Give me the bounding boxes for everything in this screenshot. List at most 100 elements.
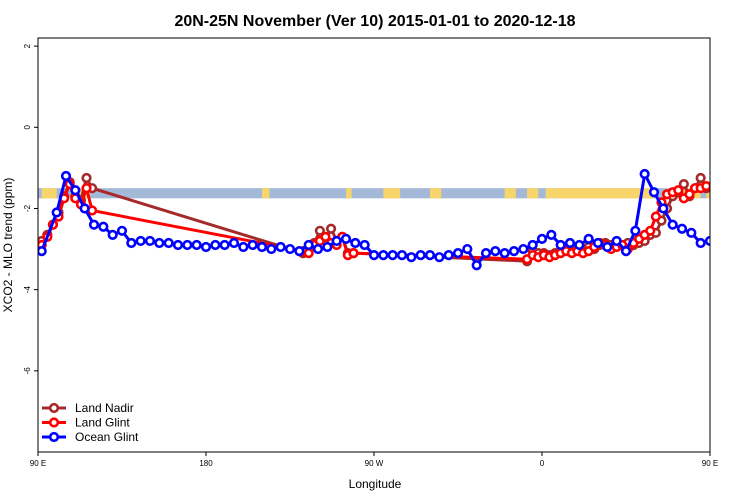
data-point-ocean-glint — [275, 241, 286, 253]
x-tick-label: 180 — [199, 459, 213, 468]
data-point-ocean-glint — [247, 239, 258, 251]
map-land — [383, 188, 401, 199]
map-land — [504, 188, 516, 199]
data-point-ocean-glint — [135, 235, 146, 247]
data-point-ocean-glint — [107, 229, 118, 240]
data-point-land-nadir — [81, 172, 92, 184]
data-point-ocean-glint — [200, 241, 212, 253]
data-point-ocean-glint — [406, 252, 417, 263]
data-point-ocean-glint — [443, 250, 454, 261]
data-point-ocean-glint — [434, 252, 445, 263]
data-point-ocean-glint — [536, 233, 548, 245]
y-tick-label: 2 — [23, 43, 32, 48]
y-tick-label: -6 — [23, 367, 32, 375]
data-point-ocean-glint — [462, 243, 473, 255]
legend-swatch-marker — [48, 402, 60, 414]
map-land — [545, 188, 654, 199]
data-point-ocean-glint — [340, 233, 352, 245]
data-point-ocean-glint — [191, 239, 202, 251]
data-point-ocean-glint — [70, 185, 81, 196]
data-point-land-glint — [645, 225, 656, 236]
data-point-ocean-glint — [611, 235, 622, 247]
map-land — [430, 188, 442, 199]
data-point-ocean-glint — [499, 248, 510, 259]
data-point-ocean-glint — [182, 239, 193, 251]
data-point-land-glint — [650, 211, 661, 222]
data-point-ocean-glint — [415, 250, 426, 261]
data-point-land-nadir — [695, 172, 706, 184]
data-point-ocean-glint — [98, 221, 109, 232]
y-axis-label: XCO2 - MLO trend (ppm) — [1, 178, 15, 313]
x-tick-label: 0 — [540, 459, 545, 468]
data-point-ocean-glint — [574, 239, 585, 251]
data-point-ocean-glint — [639, 168, 650, 180]
data-point-ocean-glint — [219, 239, 230, 251]
data-point-ocean-glint — [527, 239, 538, 251]
data-point-ocean-glint — [144, 235, 156, 247]
data-point-ocean-glint — [695, 237, 706, 249]
map-land — [706, 188, 710, 199]
legend-item-ocean-glint: Ocean Glint — [42, 430, 139, 444]
data-point-ocean-glint — [508, 245, 520, 257]
map-land — [527, 188, 539, 199]
map-land — [346, 188, 352, 199]
data-point-ocean-glint — [266, 243, 277, 255]
data-point-ocean-glint — [630, 225, 641, 236]
data-point-land-glint — [81, 183, 92, 194]
data-point-ocean-glint — [716, 241, 724, 249]
data-point-ocean-glint — [322, 241, 333, 253]
data-point-land-glint — [684, 189, 695, 200]
data-point-ocean-glint — [228, 237, 240, 249]
data-point-ocean-glint — [163, 237, 174, 249]
data-point-ocean-glint — [658, 203, 669, 214]
data-point-ocean-glint — [350, 237, 361, 249]
chart-title: 20N-25N November (Ver 10) 2015-01-01 to … — [174, 13, 575, 30]
data-point-ocean-glint — [126, 237, 137, 249]
series-layer — [38, 168, 724, 271]
data-point-ocean-glint — [583, 233, 594, 245]
series-ocean-glint — [38, 168, 724, 271]
data-point-land-glint — [303, 248, 314, 259]
data-point-ocean-glint — [471, 260, 482, 271]
data-point-ocean-glint — [387, 250, 398, 261]
data-point-ocean-glint — [490, 245, 501, 257]
data-point-ocean-glint — [518, 243, 529, 255]
x-tick-label: 90 E — [702, 459, 718, 468]
data-point-ocean-glint — [210, 239, 221, 251]
legend-item-land-nadir: Land Nadir — [42, 401, 134, 415]
data-point-ocean-glint — [238, 241, 249, 253]
y-axis: 2 0 -2 -4 -6 — [23, 43, 38, 374]
data-point-ocean-glint — [424, 250, 436, 261]
data-point-ocean-glint — [284, 243, 296, 255]
data-point-ocean-glint — [676, 223, 688, 234]
x-tick-label: 90 E — [30, 459, 46, 468]
data-point-land-nadir — [678, 179, 689, 190]
data-point-ocean-glint — [294, 245, 305, 257]
data-point-ocean-glint — [172, 239, 184, 251]
y-tick-label: -2 — [23, 204, 32, 212]
data-point-ocean-glint — [368, 250, 380, 261]
data-point-ocean-glint — [256, 241, 268, 253]
data-point-ocean-glint — [60, 170, 72, 182]
data-point-ocean-glint — [602, 241, 613, 253]
data-point-ocean-glint — [303, 239, 314, 251]
data-point-land-nadir — [325, 223, 337, 234]
data-point-ocean-glint — [51, 207, 62, 218]
legend-item-land-glint: Land Glint — [42, 416, 130, 430]
data-point-ocean-glint — [88, 219, 100, 230]
legend-label: Land Glint — [75, 416, 130, 430]
legend-label: Land Nadir — [75, 401, 134, 415]
data-point-ocean-glint — [592, 237, 604, 249]
map-ocean — [38, 188, 710, 199]
data-point-land-nadir — [314, 225, 325, 236]
data-point-ocean-glint — [359, 239, 370, 251]
x-axis-label: Longitude — [349, 477, 402, 491]
data-point-ocean-glint — [79, 203, 90, 214]
data-point-ocean-glint — [704, 235, 710, 247]
legend-swatch-marker — [48, 431, 60, 443]
map-strip — [38, 188, 710, 199]
data-point-land-glint — [348, 248, 359, 259]
data-point-ocean-glint — [312, 243, 324, 255]
